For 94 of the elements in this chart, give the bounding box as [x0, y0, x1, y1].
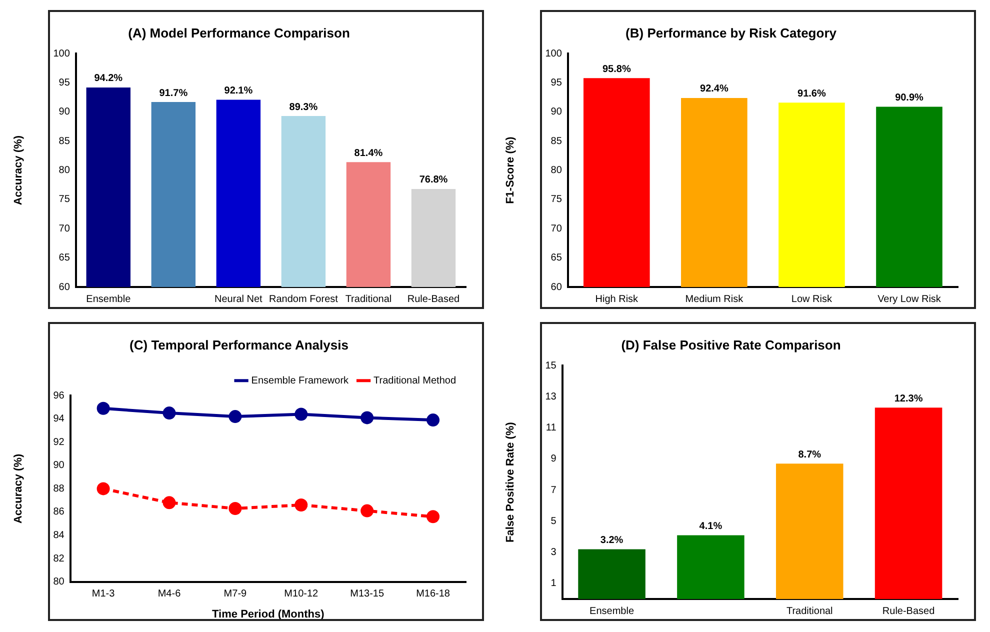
- y-tick-label: 7: [550, 484, 557, 496]
- data-label: 8.7%: [798, 449, 822, 460]
- y-axis-title: False Positive Rate (%): [504, 422, 517, 543]
- y-tick-label: 90: [550, 106, 562, 118]
- y-tick-label: 85: [58, 136, 70, 147]
- y-tick-label: 65: [550, 252, 562, 264]
- y-tick-label: 80: [550, 165, 562, 176]
- legend-label: Ensemble Framework: [251, 375, 350, 386]
- point: [96, 482, 110, 496]
- data-label: 90.9%: [895, 92, 924, 104]
- y-tick-label: 84: [53, 530, 65, 541]
- y-tick-label: 75: [550, 194, 562, 206]
- x-axis-title: Time Period (Months): [212, 608, 325, 620]
- point: [96, 402, 110, 415]
- x-tick-label: M16-18: [416, 588, 450, 600]
- y-tick-label: 60: [550, 282, 562, 293]
- y-tick-label: 5: [550, 516, 557, 527]
- y-tick-label: 75: [58, 194, 70, 206]
- bar: [874, 408, 942, 599]
- x-tick-label: Rule-Based: [882, 606, 935, 617]
- y-tick-label: 13: [545, 391, 557, 402]
- point: [294, 408, 308, 421]
- data-label: 4.1%: [699, 520, 722, 532]
- bar: [776, 464, 844, 599]
- x-tick-label: Traditional: [786, 606, 833, 617]
- chart-title: (A) Model Performance Comparison: [128, 25, 350, 40]
- data-label: 92.1%: [224, 85, 253, 96]
- point: [360, 504, 374, 518]
- y-tick-label: 70: [550, 223, 562, 234]
- x-tick-label: Rule-Based: [407, 294, 460, 305]
- x-tick-label: Random Forest: [268, 294, 338, 305]
- legend-label: Traditional Method: [374, 375, 456, 386]
- y-tick-label: 9: [550, 454, 557, 465]
- point: [360, 411, 374, 424]
- y-tick-label: 80: [53, 576, 65, 588]
- x-tick-label: M10-12: [284, 588, 319, 600]
- x-tick-label: Medium Risk: [685, 294, 744, 305]
- chart-title: (C) Temporal Performance Analysis: [130, 337, 348, 352]
- y-tick-label: 82: [53, 553, 65, 564]
- data-label: 3.2%: [600, 534, 624, 546]
- x-tick-label: Neural Net: [214, 294, 263, 305]
- y-tick-label: 95: [550, 78, 562, 89]
- data-label: 92.4%: [700, 84, 728, 95]
- x-tick-label: M1-3: [92, 588, 116, 600]
- data-label: 12.3%: [894, 393, 923, 404]
- x-tick-label: M13-15: [350, 588, 384, 600]
- x-tick-label: Ensemble: [86, 294, 132, 305]
- y-tick-label: 95: [58, 78, 70, 89]
- data-label: 89.3%: [289, 102, 318, 113]
- data-label: 76.8%: [419, 174, 448, 186]
- y-tick-label: 85: [550, 136, 562, 147]
- data-label: 91.7%: [159, 88, 188, 99]
- y-tick-label: 90: [53, 460, 65, 472]
- bar: [578, 549, 646, 599]
- x-tick-label: Traditional: [345, 294, 392, 305]
- point: [162, 496, 176, 510]
- point: [426, 414, 440, 427]
- point: [228, 502, 242, 515]
- x-tick-label: M4-6: [158, 588, 182, 600]
- y-tick-label: 92: [53, 436, 65, 448]
- point: [294, 498, 308, 512]
- data-label: 81.4%: [354, 148, 383, 159]
- x-tick-label: Ensemble: [590, 606, 634, 617]
- point: [228, 410, 242, 424]
- y-tick-label: 86: [53, 506, 65, 518]
- y-tick-label: 65: [58, 252, 70, 264]
- y-axis-title: Accuracy (%): [12, 135, 25, 206]
- y-tick-label: 88: [53, 483, 65, 494]
- y-tick-label: 11: [546, 422, 557, 434]
- data-label: 95.8%: [602, 64, 631, 75]
- y-tick-label: 70: [58, 223, 70, 234]
- y-axis-title: F1-Score (%): [504, 136, 517, 204]
- y-tick-label: 80: [58, 165, 70, 176]
- bar: [677, 535, 744, 599]
- data-label: 94.2%: [94, 73, 123, 84]
- x-tick-label: Low Risk: [791, 294, 833, 305]
- chart-title: (B) Performance by Risk Category: [626, 25, 838, 40]
- point: [162, 406, 176, 420]
- x-tick-label: High Risk: [595, 294, 640, 305]
- y-tick-label: 1: [550, 578, 557, 590]
- y-tick-label: 3: [550, 547, 557, 558]
- y-axis-title: Accuracy (%): [12, 454, 25, 524]
- y-tick-label: 60: [58, 282, 70, 293]
- point: [426, 510, 440, 524]
- data-label: 91.6%: [798, 88, 826, 100]
- x-tick-label: M7-9: [224, 588, 248, 600]
- y-tick-label: 96: [53, 390, 65, 402]
- y-tick-label: 100: [545, 48, 562, 60]
- x-tick-label: Very Low Risk: [878, 294, 942, 305]
- y-tick-label: 90: [58, 106, 70, 118]
- y-tick-label: 94: [53, 414, 65, 425]
- y-tick-label: 15: [545, 360, 557, 372]
- y-tick-label: 100: [53, 48, 70, 60]
- chart-title: (D) False Positive Rate Comparison: [621, 337, 841, 352]
